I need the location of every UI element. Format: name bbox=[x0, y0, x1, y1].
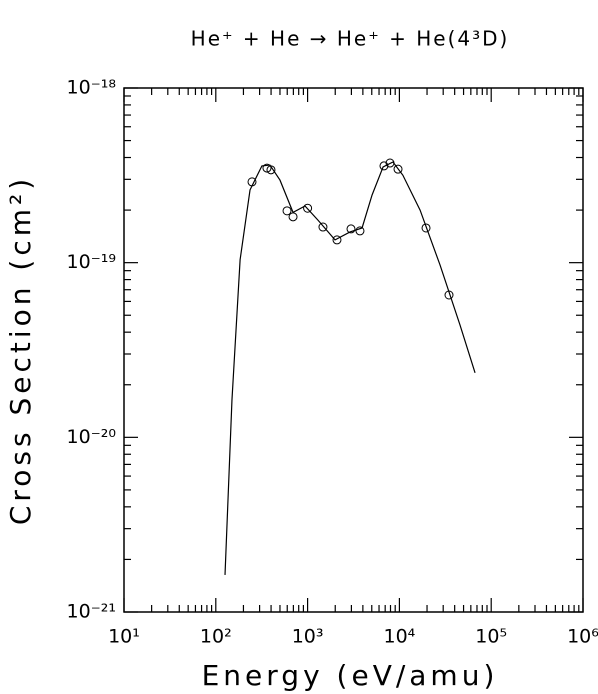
data-point bbox=[288, 212, 298, 222]
y-tick-label: 10⁻²¹ bbox=[67, 601, 116, 623]
data-point bbox=[332, 235, 342, 245]
y-tick-label: 10⁻¹⁸ bbox=[67, 77, 116, 99]
x-tick-label: 10⁵ bbox=[475, 626, 507, 648]
data-point bbox=[318, 222, 328, 232]
plot-frame bbox=[123, 87, 584, 613]
y-tick-label: 10⁻²⁰ bbox=[67, 426, 116, 448]
x-tick-label: 10¹ bbox=[108, 626, 140, 648]
x-axis-label: Energy (eV/amu) bbox=[202, 659, 499, 692]
fit-line bbox=[224, 161, 476, 575]
x-tick-label: 10⁴ bbox=[384, 626, 416, 648]
data-point bbox=[262, 163, 272, 173]
data-point bbox=[303, 203, 313, 213]
y-tick-label: 10⁻¹⁹ bbox=[67, 251, 116, 273]
data-point bbox=[379, 161, 389, 171]
x-tick-label: 10³ bbox=[292, 626, 324, 648]
data-point bbox=[421, 223, 431, 233]
x-tick-label: 10⁶ bbox=[567, 626, 598, 648]
data-point bbox=[346, 224, 356, 234]
chart-title: He⁺ + He → He⁺ + He(4³D) bbox=[191, 27, 510, 51]
y-axis-label: Cross Section (cm²) bbox=[4, 175, 37, 525]
data-point bbox=[393, 164, 403, 174]
data-point bbox=[282, 206, 292, 216]
x-tick-label: 10² bbox=[200, 626, 232, 648]
data-point bbox=[355, 226, 365, 236]
